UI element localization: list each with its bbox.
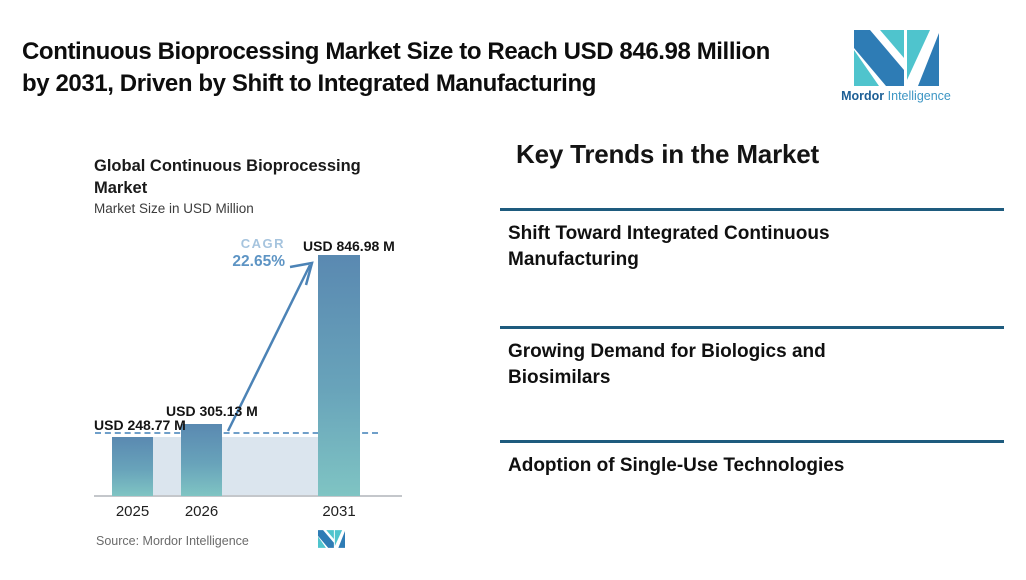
trend-item-1: Shift Toward Integrated Continuous Manuf…	[500, 208, 1004, 273]
chart-title: Global Continuous Bioprocessing Market	[94, 157, 361, 197]
mordor-intelligence-logo: Mordor Intelligence	[838, 30, 954, 103]
chart-dashed-baseline	[95, 432, 378, 434]
bar-2026	[181, 424, 222, 496]
page-title: Continuous Bioprocessing Market Size to …	[22, 36, 842, 100]
chart-baseline-band	[153, 437, 318, 496]
logo-word-intelligence: Intelligence	[887, 89, 951, 103]
mordor-logo-wordmark: Mordor Intelligence	[838, 89, 954, 103]
page-title-line-1: Continuous Bioprocessing Market Size to …	[22, 38, 770, 65]
trend-item-text: Shift Toward Integrated Continuous Manuf…	[508, 223, 830, 270]
x-axis-label-2031: 2031	[322, 503, 356, 520]
mordor-logo-mark-icon	[838, 30, 954, 86]
bar-2025	[112, 437, 153, 496]
bar-value-label-2026: USD 305.13 M	[166, 403, 258, 419]
trend-item-text: Adoption of Single-Use Technologies	[508, 455, 845, 476]
mordor-logo-mini-icon	[318, 530, 345, 553]
cagr-value: 22.65%	[232, 253, 285, 270]
chart-x-axis	[94, 495, 402, 497]
cagr-label: CAGR	[240, 236, 285, 251]
page-title-line-2: by 2031, Driven by Shift to Integrated M…	[22, 70, 596, 97]
chart-subtitle: Market Size in USD Million	[94, 201, 254, 216]
trend-item-text: Growing Demand for Biologics and Biosimi…	[508, 341, 826, 388]
logo-word-mordor: Mordor	[841, 89, 885, 103]
bar-2031	[318, 255, 360, 496]
cagr-annotation: CAGR 22.65%	[205, 236, 285, 271]
trend-item-2: Growing Demand for Biologics and Biosimi…	[500, 326, 1004, 391]
bar-value-label-2025: USD 248.77 M	[94, 417, 186, 433]
bar-value-label-2031: USD 846.98 M	[303, 238, 395, 254]
trend-item-3: Adoption of Single-Use Technologies	[500, 440, 1004, 479]
growth-arrow-icon	[226, 261, 314, 432]
chart-source: Source: Mordor Intelligence	[96, 534, 249, 548]
x-axis-label-2025: 2025	[115, 503, 150, 520]
trends-heading: Key Trends in the Market	[516, 139, 819, 169]
x-axis-label-2026: 2026	[184, 503, 219, 520]
